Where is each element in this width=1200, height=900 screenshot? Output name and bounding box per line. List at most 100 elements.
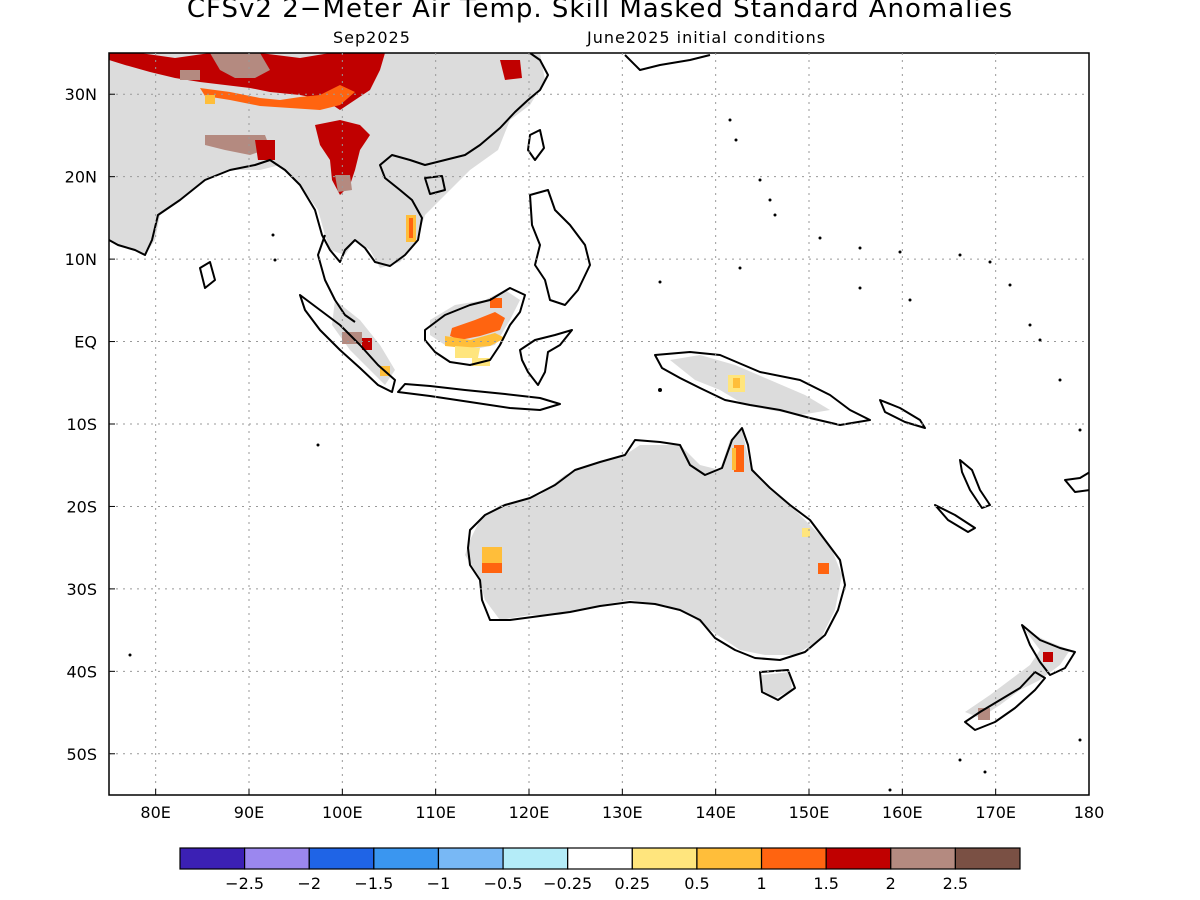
colorbar-label: 1 [756, 874, 766, 893]
lat-tick-label: EQ [74, 333, 97, 352]
initial-conditions-label: June2025 initial conditions [587, 28, 827, 47]
graticule [109, 53, 1090, 795]
japan-south-coast [624, 54, 711, 71]
sumatra-red [362, 338, 372, 350]
lat-tick-label: 50S [66, 745, 97, 764]
new-guinea-yellow [733, 378, 740, 388]
masked-land [109, 53, 1070, 718]
lon-tick-label: 120E [509, 803, 550, 822]
lat-tick-label: 40S [66, 662, 97, 681]
lon-tick-label: 150E [789, 803, 830, 822]
chart-title: CFSv2 2−Meter Air Temp. Skill Masked Sta… [186, 0, 1014, 24]
queensland-light [802, 528, 810, 537]
solomons-coast [879, 399, 926, 429]
colorbar-label: 0.25 [614, 874, 650, 893]
lat-tick-label: 20S [66, 497, 97, 516]
colorbar-swatch [890, 847, 956, 870]
lat-tick-label: 10S [66, 415, 97, 434]
philippines-coast [529, 189, 591, 306]
colorbar-swatch [373, 847, 440, 870]
borneo-north-orange [490, 298, 502, 308]
latitude-labels: 30N 20N 10N EQ 10S 20S 30S 40S 50S [65, 85, 97, 764]
sri-lanka-coast [199, 261, 216, 289]
lat-tick-label: 10N [65, 250, 97, 269]
colorbar-swatch [244, 847, 310, 870]
colorbar-swatch [179, 847, 246, 870]
lon-tick-label: 160E [882, 803, 923, 822]
borneo-coast [424, 287, 526, 366]
tibet-brown [210, 53, 270, 78]
borneo-light [455, 346, 480, 358]
tasmania-coast [759, 669, 796, 701]
east-china-anomaly [500, 60, 522, 80]
longitude-labels: 80E 90E 100E 110E 120E 130E 140E 150E 160E 170E 18… [140, 803, 1104, 822]
northeast-india-brown [205, 135, 270, 155]
anomaly-patches [109, 53, 1053, 720]
australia-masked [465, 430, 842, 655]
sichuan-brown [335, 175, 352, 192]
colorbar-swatch [696, 847, 763, 870]
pacific-islands [128, 118, 1082, 792]
colorbar-label: 0.5 [684, 874, 709, 893]
western-australia-anomaly [482, 547, 502, 563]
forecast-month-label: Sep2025 [333, 28, 411, 47]
cape-york-anomaly [734, 445, 744, 472]
colorbar-label: −1 [427, 874, 451, 893]
new-guinea-masked [670, 355, 830, 415]
new-caledonia-coast [934, 504, 976, 533]
yunnan-myanmar-anomaly [315, 120, 370, 195]
colorbar-label: −2.5 [225, 874, 264, 893]
lat-tick-label: 20N [65, 168, 97, 187]
lat-tick-label: 30N [65, 85, 97, 104]
borneo-anomaly [450, 312, 505, 340]
colorbar-label: 2.5 [943, 874, 968, 893]
lon-tick-label: 90E [234, 803, 264, 822]
sulawesi-coast [519, 329, 573, 386]
colorbar-swatch [437, 847, 504, 870]
java-coast [397, 383, 561, 411]
tibet-yellow [205, 95, 215, 104]
colorbar-label: 1.5 [813, 874, 838, 893]
asia-coastline [109, 53, 549, 267]
queensland-coast-anomaly [818, 563, 829, 574]
colorbar-label: −0.5 [484, 874, 523, 893]
cape-york-yellow [732, 448, 736, 470]
malay-peninsula-coast [317, 234, 356, 323]
borneo-yellow [445, 333, 505, 348]
colorbar-label: −1.5 [354, 874, 393, 893]
lon-tick-label: 80E [140, 803, 170, 822]
tasmania-masked [762, 672, 792, 698]
hainan-coast [424, 175, 446, 195]
lon-tick-label: 110E [415, 803, 456, 822]
new-zealand-north-anomaly [1043, 652, 1053, 662]
asia-mainland-masked [109, 53, 545, 268]
nz-south-island-coast [964, 671, 1046, 731]
lat-tick-label: 30S [66, 580, 97, 599]
lon-tick-label: 130E [602, 803, 643, 822]
new-guinea-coast [654, 351, 871, 426]
colorbar-swatch [954, 847, 1021, 870]
australia-coast [467, 427, 846, 661]
nz-north-island-coast [1021, 624, 1076, 676]
tibet-orange [200, 85, 355, 110]
vietnam-coast-orange [409, 218, 413, 238]
colorbar-label: −0.25 [543, 874, 592, 893]
tibet-brown-2 [180, 70, 200, 80]
western-australia-orange [482, 563, 502, 573]
lon-tick-label: 100E [322, 803, 363, 822]
colorbar-label: 2 [886, 874, 896, 893]
colorbar-swatch [760, 847, 827, 870]
fiji-coast [1064, 471, 1089, 493]
sumatra-coast [299, 294, 396, 393]
colorbar-swatch [567, 847, 633, 870]
colorbar-swatch [502, 847, 569, 870]
colorbar-swatch [631, 847, 698, 870]
taiwan-coast [527, 129, 545, 161]
northeast-india-red [255, 140, 275, 160]
colorbar-swatch [308, 847, 375, 870]
lon-tick-label: 140E [695, 803, 736, 822]
coastlines [109, 53, 1089, 731]
colorbar-label: −2 [297, 874, 321, 893]
colorbar-labels: −2.5 −2 −1.5 −1 −0.5 −0.25 0.25 0.5 1 1.5 2 2.5 [225, 874, 968, 893]
